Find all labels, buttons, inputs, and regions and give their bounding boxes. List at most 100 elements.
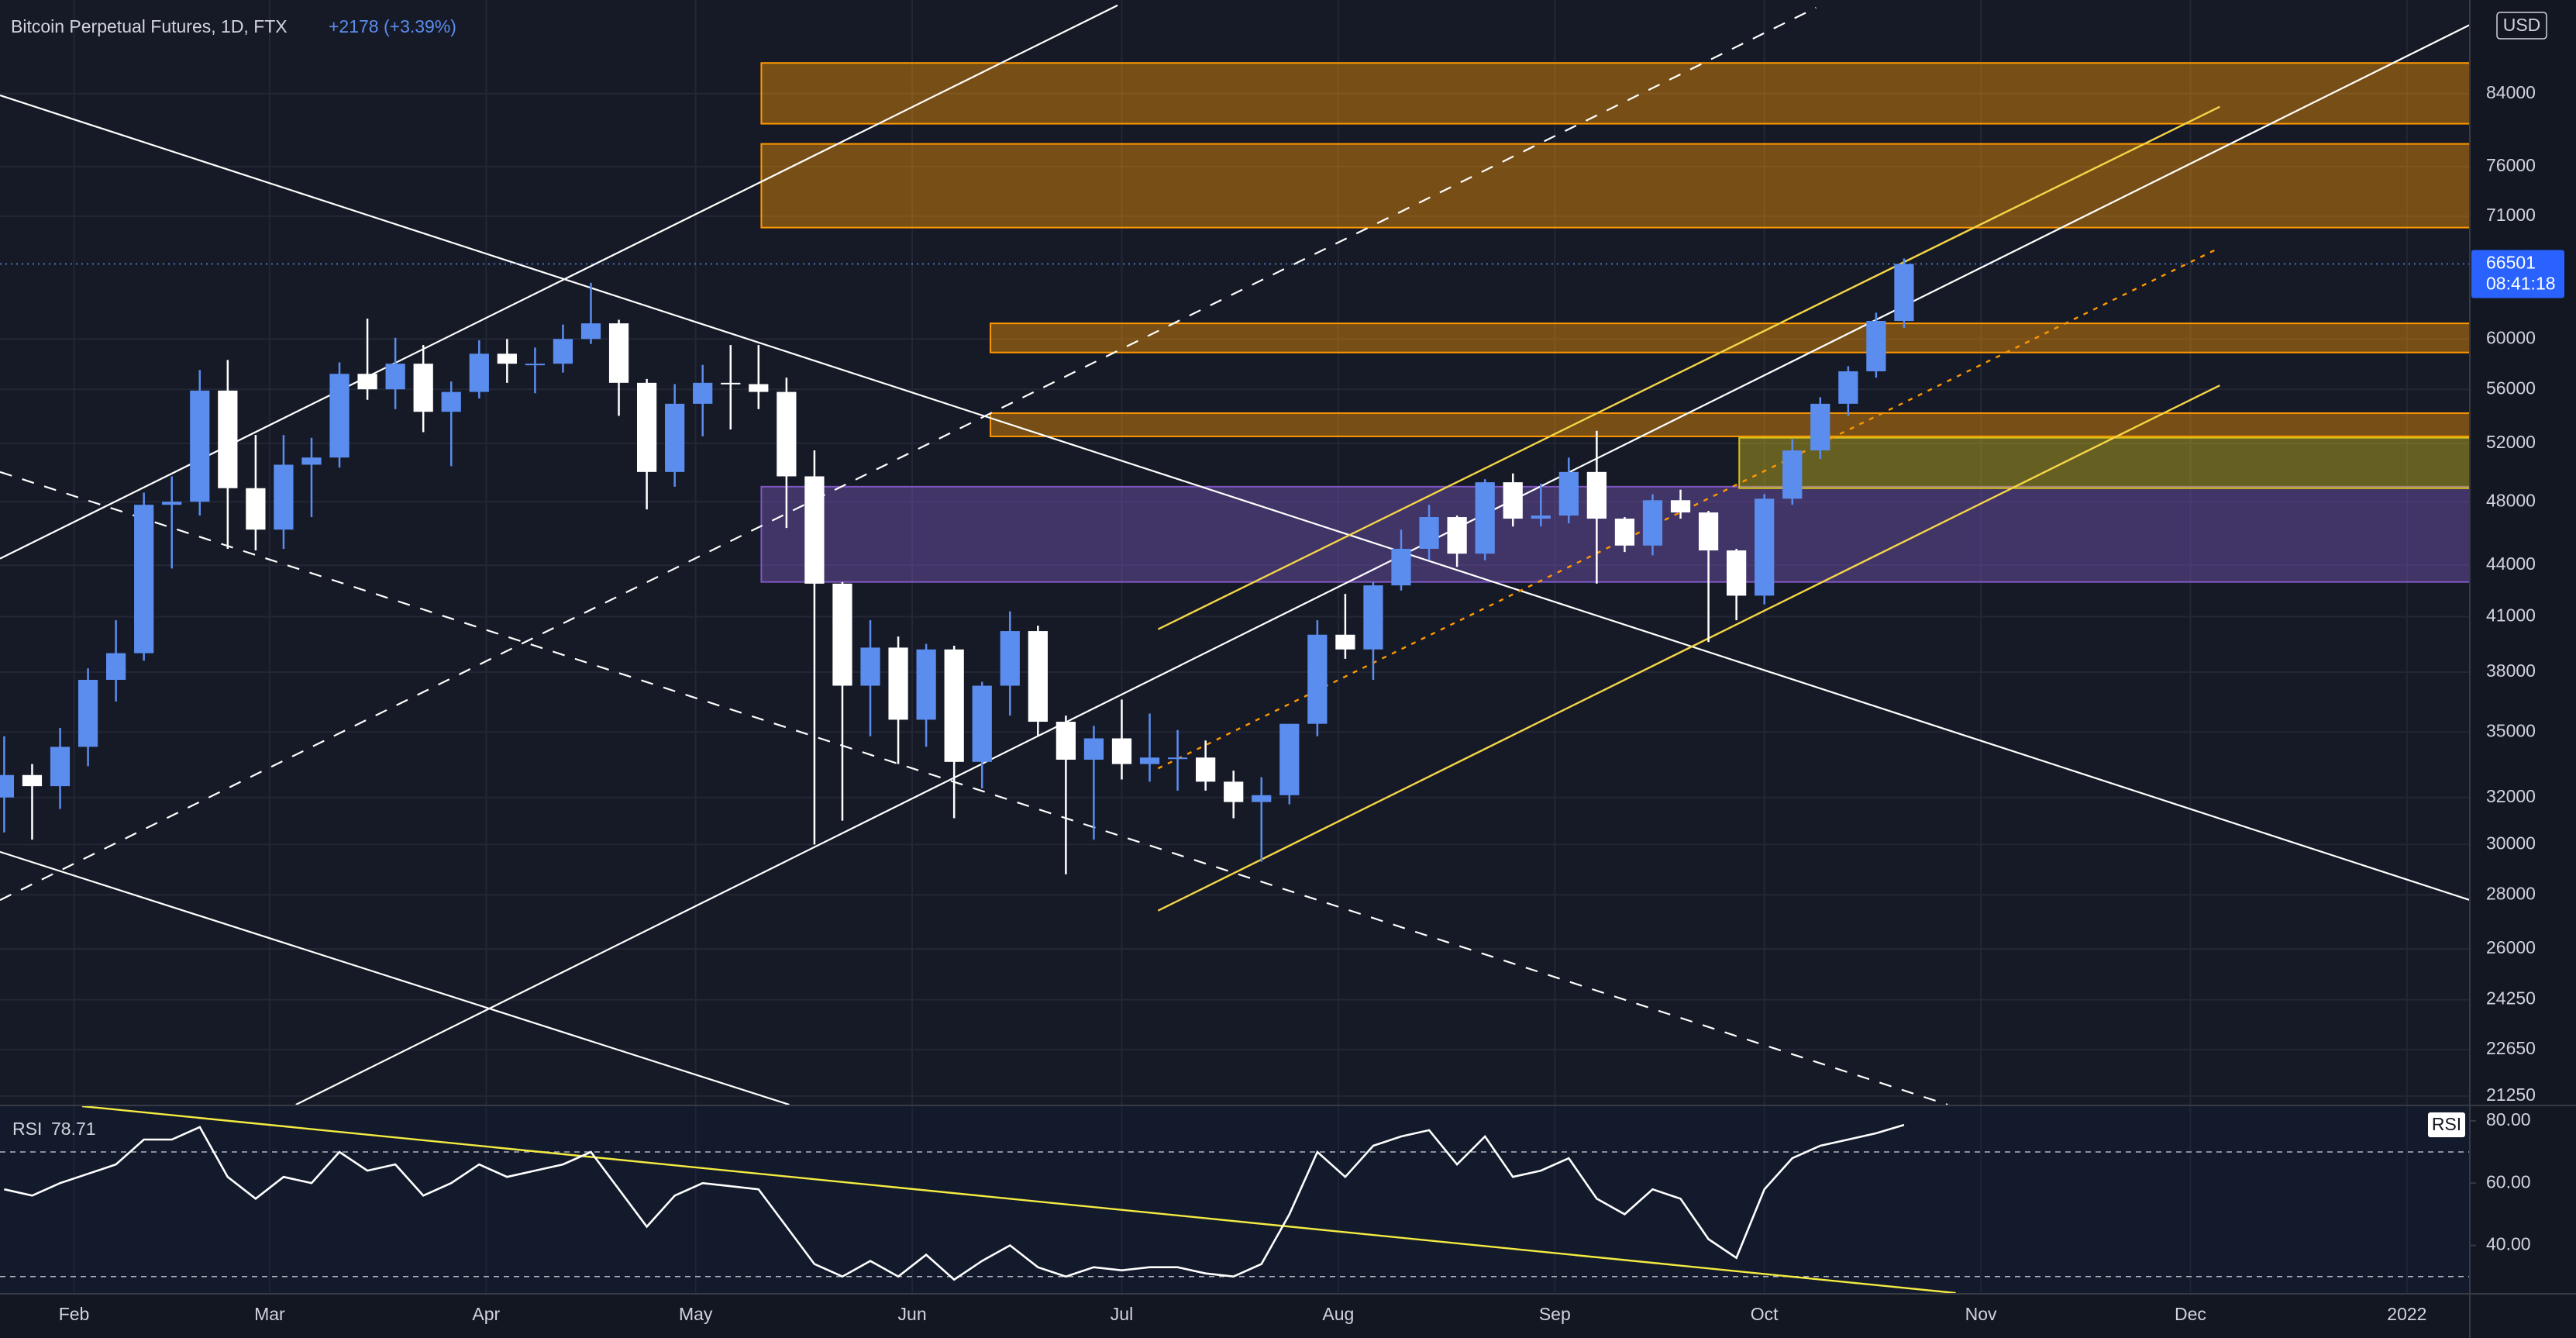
trend-line (0, 6, 1817, 902)
trend-line (1157, 247, 2220, 770)
candle-body (1224, 781, 1244, 802)
candle-body (1447, 517, 1467, 554)
candle-body (832, 583, 852, 686)
y-tick-label: 52000 (2486, 432, 2536, 452)
y-tick-label: 48000 (2486, 490, 2536, 510)
candle-body (105, 653, 126, 680)
candle-body (246, 488, 266, 530)
candle-body (1755, 498, 1775, 596)
price-zone (990, 322, 2470, 353)
trend-line (81, 1106, 1956, 1293)
y-tick-label: 32000 (2486, 786, 2536, 806)
countdown-label: 08:41:18 (2486, 274, 2556, 294)
candle-body (1139, 757, 1160, 764)
candle-body (1083, 738, 1104, 760)
trend-line (1157, 105, 2220, 630)
candle-body (944, 649, 964, 762)
x-tick-label: Sep (1539, 1304, 1571, 1324)
candle-body (1531, 516, 1551, 519)
candle-body (1000, 631, 1020, 686)
candle-body (469, 353, 489, 392)
candle-body (1252, 795, 1272, 802)
candle-body (1391, 548, 1411, 586)
trend-line (0, 471, 1948, 1105)
candle-body (190, 390, 210, 502)
candle-body (1167, 757, 1188, 760)
rsi-tick-label: 40.00 (2486, 1234, 2531, 1254)
y-tick-label: 30000 (2486, 833, 2536, 853)
candle-body (329, 374, 350, 458)
price-zone (760, 62, 2470, 125)
rsi-value: 78.71 (51, 1119, 96, 1139)
candle-body (1335, 634, 1355, 650)
rsi-tick-label: 80.00 (2486, 1109, 2531, 1129)
candle-body (804, 476, 825, 584)
candle-body (1698, 512, 1719, 551)
currency[interactable]: USD (2503, 15, 2541, 35)
y-tick-label: 38000 (2486, 660, 2536, 681)
candle-body (1670, 500, 1691, 513)
x-tick-label: Aug (1322, 1304, 1354, 1324)
candle-body (162, 502, 182, 505)
candle-body (777, 391, 797, 477)
price-zone (760, 143, 2470, 229)
rsi-tag-label: RSI (2432, 1114, 2461, 1134)
x-tick-label: Oct (1751, 1304, 1779, 1324)
candle-body (50, 747, 71, 787)
candle-body (1363, 585, 1383, 650)
rsi-line (4, 1123, 1905, 1281)
candle-body (860, 647, 880, 686)
candle-body (0, 774, 15, 798)
y-tick-label: 71000 (2486, 205, 2536, 225)
x-tick-label: 2022 (2387, 1304, 2426, 1324)
trend-line (1157, 385, 2220, 912)
rsi-title: RSI (12, 1119, 42, 1139)
x-tick-label: Mar (254, 1304, 285, 1324)
chart-title: Bitcoin Perpetual Futures, 1D, FTX (11, 16, 288, 36)
change-label: +2178 (+3.39%) (329, 16, 456, 36)
currency-box[interactable] (2496, 12, 2547, 40)
y-tick-label: 21250 (2486, 1085, 2536, 1105)
y-tick-label: 28000 (2486, 883, 2536, 903)
trend-line (0, 850, 790, 1105)
candle-body (1196, 757, 1216, 782)
x-tick-label: Feb (59, 1304, 90, 1324)
candle-body (1028, 631, 1048, 722)
candle-body (888, 647, 908, 720)
candle-body (916, 649, 936, 720)
candle-body (580, 323, 601, 340)
candle-body (22, 774, 43, 787)
candle-body (1642, 500, 1663, 546)
last-price-box (2471, 250, 2564, 298)
x-tick-label: Jun (898, 1304, 927, 1324)
candle-body (972, 685, 992, 762)
rsi-pane (0, 1106, 2470, 1293)
candle-body (693, 382, 713, 404)
price-pane (0, 0, 2470, 1105)
candle-body (413, 364, 433, 412)
candle-body (385, 364, 405, 390)
x-tick-label: May (679, 1304, 713, 1324)
candle-body (1558, 471, 1579, 516)
x-tick-label: Jul (1111, 1304, 1133, 1324)
candle-body (1279, 723, 1300, 795)
candle-body (77, 679, 98, 747)
candle-body (1894, 264, 1914, 322)
rsi-tag (2428, 1112, 2465, 1137)
y-tick-label: 60000 (2486, 327, 2536, 347)
candle-body (665, 403, 685, 472)
candle-body (1614, 519, 1635, 546)
candle-body (1056, 722, 1076, 760)
y-tick-label: 22650 (2486, 1038, 2536, 1058)
candle-body (497, 353, 517, 364)
y-tick-label: 44000 (2486, 553, 2536, 574)
x-tick-label: Dec (2175, 1304, 2206, 1324)
y-tick-label: 26000 (2486, 937, 2536, 957)
candle-body (1586, 471, 1607, 519)
trend-line (0, 94, 2470, 902)
candle-body (749, 384, 769, 392)
candle-body (1503, 482, 1523, 519)
candle-body (301, 457, 322, 465)
